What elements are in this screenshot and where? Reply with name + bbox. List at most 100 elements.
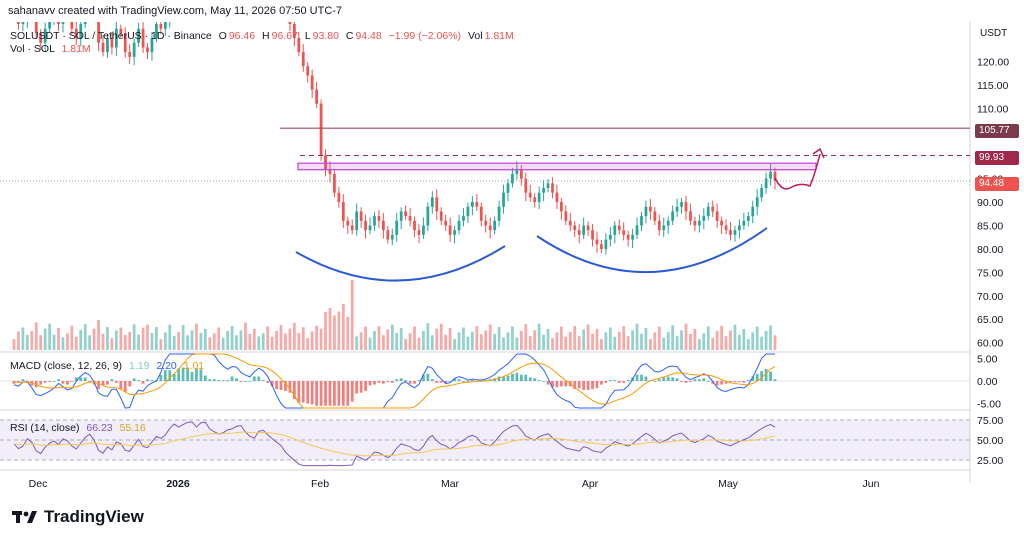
macd-hist-bar xyxy=(364,381,367,391)
macd-hist-bar xyxy=(123,381,127,392)
currency-label[interactable]: USDT xyxy=(980,28,1008,39)
macd-hist-bar xyxy=(341,381,345,406)
macd-hist-bar xyxy=(426,373,430,381)
volume-bar xyxy=(586,324,590,350)
candle-body xyxy=(110,38,114,48)
volume-bar xyxy=(511,326,514,350)
candle-body xyxy=(310,75,314,90)
volume-bar xyxy=(773,335,777,350)
projection-path xyxy=(774,153,821,190)
candle-body xyxy=(79,24,83,39)
candle-body xyxy=(453,230,456,235)
chart-canvas[interactable]: 120.00115.00110.00105.00100.0095.0090.00… xyxy=(0,22,1024,497)
candle-body xyxy=(475,202,479,207)
ohlc-legend: SOLUSDT · SOL / TetherUS · 1D · Binance … xyxy=(10,30,514,42)
c-value: 94.48 xyxy=(355,30,382,42)
volume-bar xyxy=(310,331,314,350)
volume-bar xyxy=(466,336,470,350)
macd-hist-bar xyxy=(248,381,252,382)
macd-hist-bar xyxy=(519,374,523,381)
chart-credit: sahanavv created with TradingView.com, M… xyxy=(8,5,343,17)
macd-hist-bar xyxy=(697,379,701,381)
macd-hist-bar xyxy=(172,373,176,381)
volume-bar xyxy=(564,336,568,350)
macd-hist-bar xyxy=(684,381,688,383)
macd-hist-bar xyxy=(515,372,519,381)
candle-body xyxy=(542,188,545,193)
candle-body xyxy=(689,211,692,221)
volume-bar xyxy=(657,326,661,350)
macd-hist-bar xyxy=(524,374,528,381)
volume-bar xyxy=(649,339,652,350)
macd-hist-bar xyxy=(640,374,643,381)
volume-bar xyxy=(764,330,768,350)
candle-body xyxy=(61,22,65,24)
macd-hist-bar xyxy=(315,381,318,406)
candle-body xyxy=(488,225,492,231)
macd-hist-bar xyxy=(430,379,434,381)
macd-hist-bar xyxy=(252,376,256,381)
volume-bar xyxy=(217,327,221,350)
candle-body xyxy=(502,192,505,207)
candle-body xyxy=(671,211,675,221)
candle-body xyxy=(97,22,100,43)
tradingview-logo[interactable]: TradingView xyxy=(12,507,144,527)
volume-bar xyxy=(34,322,38,350)
candle-body xyxy=(546,183,550,188)
right-cup-arc xyxy=(536,227,768,274)
candle-body xyxy=(764,178,768,188)
macd-hist-bar xyxy=(595,381,599,389)
volume-bar xyxy=(119,327,123,350)
volume-bar xyxy=(57,328,60,350)
price-tick-label: 80.00 xyxy=(977,244,1003,256)
candle-body xyxy=(301,52,305,67)
macd-hist-bar xyxy=(702,378,706,381)
candle-body xyxy=(662,225,666,231)
macd-hist-bar xyxy=(350,381,354,402)
candle-body xyxy=(506,183,510,193)
candle-body xyxy=(333,173,336,193)
neckline-price-tag: 99.93 xyxy=(975,151,1019,165)
macd-hist-bar xyxy=(128,381,132,387)
macd-hist-bar xyxy=(284,381,287,391)
volume-bar xyxy=(444,334,448,350)
volume-bar xyxy=(208,337,212,350)
time-tick-label: Feb xyxy=(311,478,329,490)
volume-bar xyxy=(524,324,528,350)
symbol-label[interactable]: SOLUSDT · SOL / TetherUS · 1D · Binance xyxy=(10,30,212,42)
candle-body xyxy=(755,197,759,207)
volume-bar xyxy=(386,329,390,350)
rsi-legend: RSI (14, close) 66.23 55.16 xyxy=(10,422,146,434)
candle-body xyxy=(444,220,448,226)
volume-bar xyxy=(181,325,185,350)
volume-bar xyxy=(177,331,181,350)
volume-bar xyxy=(301,327,305,350)
candle-body xyxy=(533,197,537,203)
candle-body xyxy=(457,220,461,231)
volume-bar xyxy=(671,325,675,350)
candle-body xyxy=(711,206,715,212)
price-tick-label: 90.00 xyxy=(977,197,1003,209)
volume-bar xyxy=(190,330,194,350)
candle-body xyxy=(760,188,764,198)
macd-hist-bar xyxy=(57,379,60,381)
candle-body xyxy=(150,38,154,53)
candle-body xyxy=(733,230,737,235)
macd-hist-bar xyxy=(106,381,109,385)
candle-body xyxy=(106,38,109,53)
volume-bar xyxy=(430,335,434,350)
macd-hist-bar xyxy=(546,381,550,385)
macd-hist-bar xyxy=(577,381,581,389)
candle-body xyxy=(306,66,310,76)
h-label: H xyxy=(262,30,270,42)
volume-bar xyxy=(390,324,394,350)
volume-bar xyxy=(769,325,772,350)
macd-hist-bar xyxy=(742,381,746,383)
macd-hist-bar xyxy=(626,380,630,381)
candle-body xyxy=(146,47,149,53)
candle-body xyxy=(617,225,621,231)
candle-body xyxy=(631,234,634,240)
vol-value: 1.81M xyxy=(484,30,514,42)
candle-body xyxy=(119,28,123,34)
candle-body xyxy=(720,220,723,226)
